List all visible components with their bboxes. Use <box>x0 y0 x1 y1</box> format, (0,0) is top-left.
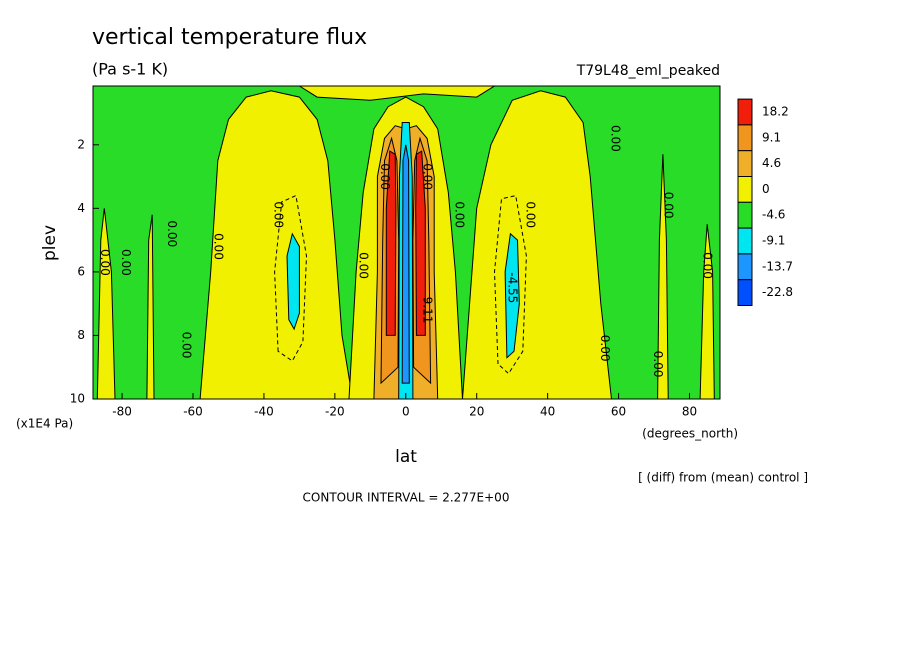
contour-fill <box>298 86 496 101</box>
x-tick-label: 80 <box>682 405 697 419</box>
y-tick-label: 2 <box>77 137 85 151</box>
colorbar-swatch <box>737 176 753 203</box>
plot-fills: 0.00 0.00 0.00 0.00 0.00 0.00 0.00 0.00 0.00 0.00… <box>93 86 720 399</box>
colorbar-swatch <box>737 201 753 229</box>
contour-fill <box>699 224 715 399</box>
colorbar-swatch <box>737 253 753 281</box>
chart-title: vertical temperature flux <box>92 25 367 50</box>
contour-fill <box>385 150 397 336</box>
contour-fill <box>657 154 669 399</box>
chart-subtitle: (Pa s-1 K) <box>92 60 168 79</box>
colorbar-label: -22.8 <box>762 285 793 299</box>
contour-fill <box>96 208 116 399</box>
colorbar-label: 0 <box>762 182 770 196</box>
x-tick-label: -60 <box>183 405 203 419</box>
colorbar-swatch <box>737 124 753 152</box>
x-tick-label: -20 <box>325 405 345 419</box>
x-axis-units: (degrees_north) <box>642 427 738 441</box>
contour-fill <box>146 214 155 399</box>
contour-label: 0.00 <box>272 201 286 228</box>
plot-frame <box>92 85 721 400</box>
contour-label: 9.11 <box>421 297 435 324</box>
colorbar-label: -4.6 <box>762 208 785 222</box>
run-label: T79L48_eml_peaked <box>576 63 720 79</box>
x-tick-label: -80 <box>112 405 132 419</box>
y-tick-label: 4 <box>77 201 85 215</box>
contour-label: 0.00 <box>609 125 623 152</box>
contour-label: 0.00 <box>452 201 466 228</box>
contour-label: 0.00 <box>211 233 225 260</box>
contour-label: 0.00 <box>357 252 371 279</box>
y-tick-label: 6 <box>77 264 85 278</box>
contour-label: 0.00 <box>598 335 612 362</box>
x-tick-label: 40 <box>540 405 555 419</box>
contour-label: 0.00 <box>378 163 392 190</box>
y-tick-label: 10 <box>70 392 85 406</box>
contour-label: 0.00 <box>701 252 715 279</box>
colorbar-label: -13.7 <box>762 259 793 273</box>
contour-fill <box>461 90 613 399</box>
y-tick-label: 8 <box>77 328 85 342</box>
y-axis-units: (x1E4 Pa) <box>16 417 73 431</box>
x-axis-label: lat <box>395 447 417 467</box>
x-tick-label: -40 <box>254 405 274 419</box>
colorbar-swatch <box>737 98 753 126</box>
contour-label: 0.00 <box>119 249 133 276</box>
note: [ (diff) from (mean) control ] <box>638 471 808 485</box>
contour-fill <box>286 232 300 331</box>
contour-interval: CONTOUR INTERVAL = 2.277E+00 <box>303 491 510 505</box>
x-tick-label: 60 <box>611 405 626 419</box>
contour-fill <box>493 194 527 375</box>
contour-fill <box>415 150 426 336</box>
x-tick-label: 20 <box>469 405 484 419</box>
contour-fill <box>199 90 354 399</box>
contour-fill <box>401 144 410 384</box>
colorbar-label: 18.2 <box>762 105 789 119</box>
contour-label: 0.00 <box>165 220 179 247</box>
colorbar-swatch <box>737 150 753 177</box>
colorbar-swatch <box>737 227 753 255</box>
colorbar-label: -9.1 <box>762 234 785 248</box>
y-axis-label: plev <box>40 225 60 261</box>
colorbar-swatch <box>737 279 753 307</box>
contour-label: 0.00 <box>662 192 676 219</box>
contour-label: 0.00 <box>98 249 112 276</box>
colorbar-label: 9.1 <box>762 130 781 144</box>
x-tick-label: 0 <box>402 405 410 419</box>
contour-label: -4.55 <box>506 272 520 303</box>
contour-label: 0.00 <box>421 163 435 190</box>
contour-fill <box>274 194 308 362</box>
contour-label: 0.00 <box>179 332 193 359</box>
contour-label: 0.00 <box>523 201 537 228</box>
contour-fill <box>504 232 520 359</box>
colorbar-label: 4.6 <box>762 156 781 170</box>
contour-label: 0.00 <box>651 351 665 378</box>
